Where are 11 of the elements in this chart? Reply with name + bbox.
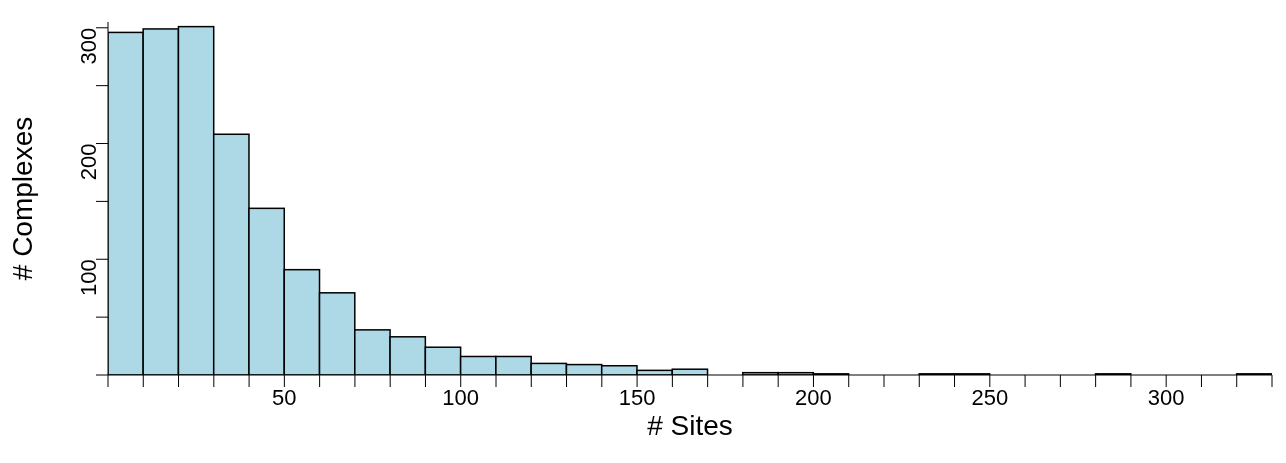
- y-tick-label: 300: [75, 27, 101, 65]
- x-tick-label: 250: [971, 384, 1009, 410]
- x-tick-label: 50: [272, 384, 297, 410]
- x-tick-label: 150: [618, 384, 656, 410]
- y-axis-title: # Complexes: [6, 116, 38, 281]
- x-tick-label: 200: [795, 384, 832, 410]
- y-tick-label: 200: [75, 143, 101, 181]
- x-tick-label: 100: [442, 384, 480, 410]
- x-tick-label: 300: [1147, 384, 1185, 410]
- x-axis-title: # Sites: [647, 409, 733, 441]
- y-tick-label: 100: [75, 259, 101, 296]
